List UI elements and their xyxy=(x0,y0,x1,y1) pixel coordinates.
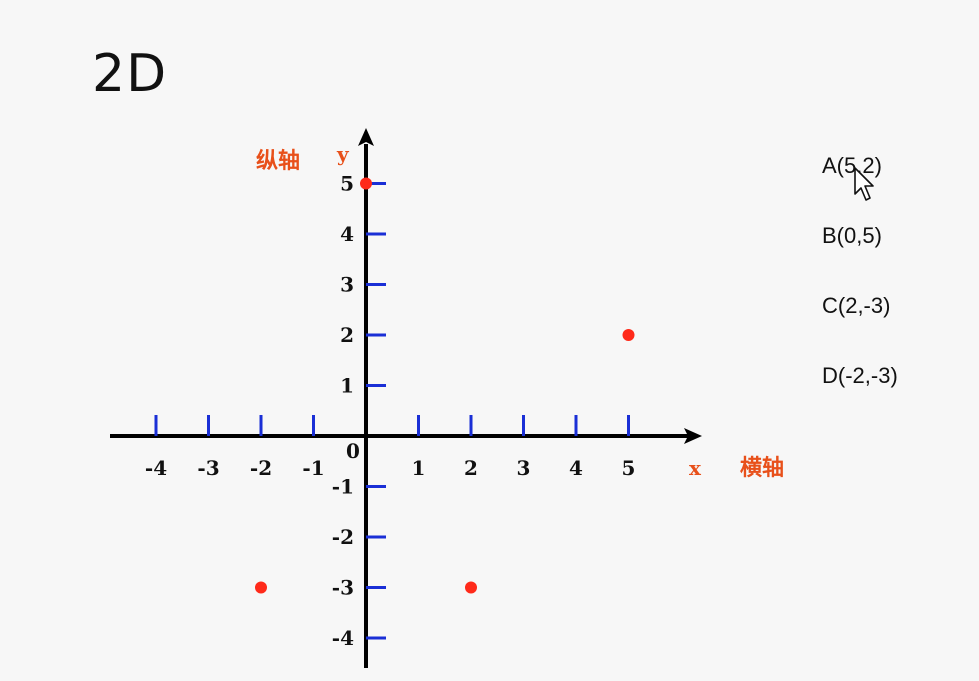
y-axis-letter: y xyxy=(336,142,350,166)
point-b xyxy=(360,177,372,190)
x-tick-label: 2 xyxy=(464,456,478,480)
slide-title: 2D xyxy=(92,44,168,104)
tick-labels: -4 -3 -2 -1 1 2 3 4 5 -4 -3 -2 -1 1 2 3 4 5 xyxy=(145,172,636,651)
x-tick-label: -1 xyxy=(302,456,324,480)
y-tick-label: 3 xyxy=(340,273,354,297)
point-c xyxy=(465,581,477,594)
y-tick-label: 2 xyxy=(340,323,354,347)
y-tick-label: -1 xyxy=(332,475,354,499)
y-tick-label: -4 xyxy=(332,626,354,650)
x-axis-arrow xyxy=(684,428,702,444)
y-tick-label: 4 xyxy=(340,222,354,246)
tick-marks xyxy=(154,182,630,640)
origin-label: 0 xyxy=(346,439,360,463)
mouse-pointer-icon xyxy=(854,167,874,201)
x-tick-label: 3 xyxy=(517,456,531,480)
x-tick-label: 1 xyxy=(412,456,426,480)
y-tick-label: -3 xyxy=(332,576,354,600)
x-tick-label: -2 xyxy=(250,456,272,480)
x-tick-label: -3 xyxy=(197,456,219,480)
y-axis-name: 纵轴 xyxy=(256,148,300,174)
point-label-c: C(2,-3) xyxy=(822,293,891,318)
point-d xyxy=(255,581,267,594)
point-label-d: D(-2,-3) xyxy=(822,363,898,388)
x-tick-label: 4 xyxy=(569,456,583,480)
y-tick-label: -2 xyxy=(332,525,354,549)
point-a xyxy=(622,329,635,341)
axes xyxy=(110,128,702,668)
point-label-a: A(5,2) xyxy=(822,153,882,178)
x-tick-label: 5 xyxy=(622,456,636,480)
y-axis-arrow xyxy=(358,128,374,146)
point-label-b: B(0,5) xyxy=(822,223,882,248)
point-legend: A(5,2) B(0,5) C(2,-3) D(-2,-3) xyxy=(822,148,898,428)
data-points xyxy=(255,177,635,594)
x-axis-name: 横轴 xyxy=(740,455,784,481)
x-axis-letter: x xyxy=(689,456,702,480)
x-tick-label: -4 xyxy=(145,456,167,480)
y-tick-label: 5 xyxy=(340,172,354,196)
y-tick-label: 1 xyxy=(340,374,354,398)
